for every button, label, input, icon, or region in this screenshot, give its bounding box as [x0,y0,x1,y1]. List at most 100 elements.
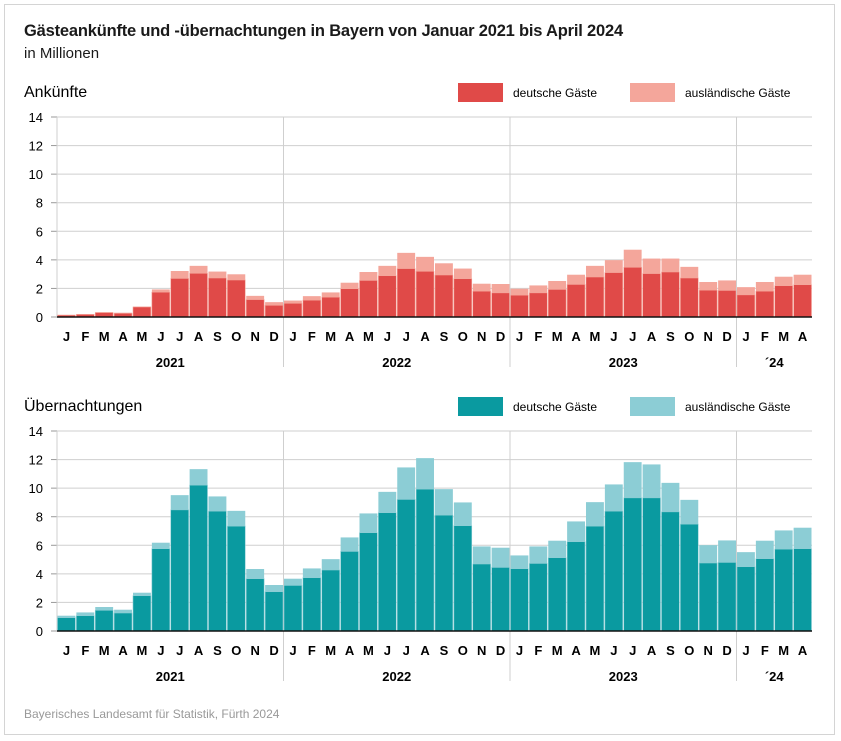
bar-auslaendische-gaeste [737,552,755,567]
month-label: J [157,643,164,658]
bar-auslaendische-gaeste [359,272,378,281]
bar-deutsche-gaeste [491,292,510,318]
bar-deutsche-gaeste [680,523,699,632]
bar-auslaendische-gaeste [227,510,246,527]
bar-deutsche-gaeste [510,568,529,632]
bar-auslaendische-gaeste [435,263,453,275]
bar-auslaendische-gaeste [586,265,604,277]
month-label: O [231,329,241,344]
year-label: ´24 [765,355,785,370]
bar-deutsche-gaeste [642,273,661,318]
month-label: J [516,643,523,658]
bar-deutsche-gaeste [245,299,265,318]
y-tick-label: 0 [36,310,43,325]
bar-deutsche-gaeste [264,304,284,318]
month-label: M [99,643,110,658]
bar-auslaendische-gaeste [774,276,793,286]
bar-auslaendische-gaeste [189,469,208,486]
bar-deutsche-gaeste [547,557,567,632]
bar-deutsche-gaeste [302,299,322,318]
bar-deutsche-gaeste [132,306,152,318]
panel-title: Ankünfte [24,84,87,101]
y-tick-label: 6 [36,538,43,553]
bar-deutsche-gaeste [340,551,359,632]
month-label: F [81,643,89,658]
month-label: M [325,329,336,344]
source-note: Bayerisches Landesamt für Statistik, Für… [24,707,280,721]
month-label: F [534,329,542,344]
month-label: M [552,643,563,658]
bar-auslaendische-gaeste [170,271,189,279]
month-label: N [250,329,259,344]
month-label: M [363,329,374,344]
bar-auslaendische-gaeste [453,502,472,526]
month-label: A [420,643,430,658]
month-label: A [194,643,204,658]
bar-auslaendische-gaeste [76,612,95,616]
month-label: D [722,643,731,658]
month-label: M [99,329,110,344]
bar-deutsche-gaeste [566,284,586,318]
month-label: S [440,643,449,658]
bar-deutsche-gaeste [453,278,473,318]
bar-auslaendische-gaeste [284,578,302,586]
month-label: O [458,329,468,344]
month-label: D [722,329,731,344]
bar-deutsche-gaeste [604,510,624,632]
bar-deutsche-gaeste [76,615,95,632]
bar-deutsche-gaeste [585,525,605,632]
bar-auslaendische-gaeste [755,540,774,559]
month-label: A [194,329,204,344]
year-label: 2021 [156,669,185,684]
bar-auslaendische-gaeste [699,545,718,563]
bar-auslaendische-gaeste [340,282,359,289]
month-label: A [798,643,808,658]
bar-auslaendische-gaeste [189,265,208,274]
bar-auslaendische-gaeste [567,521,585,542]
bar-deutsche-gaeste [321,296,340,318]
chart-title: Gästeankünfte und -übernachtungen in Bay… [24,22,623,40]
bar-deutsche-gaeste [208,277,227,318]
bar-deutsche-gaeste [661,511,680,632]
legend-swatch [458,83,503,102]
bar-auslaendische-gaeste [529,546,548,564]
bar-deutsche-gaeste [755,558,775,632]
bar-deutsche-gaeste [472,563,491,632]
y-tick-label: 0 [36,624,43,639]
bar-deutsche-gaeste [434,274,454,318]
bar-deutsche-gaeste [378,512,397,632]
bar-deutsche-gaeste [717,562,737,632]
bar-auslaendische-gaeste [623,462,642,498]
month-label: N [477,329,486,344]
bar-deutsche-gaeste [680,277,699,318]
bar-auslaendische-gaeste [718,280,736,291]
bar-deutsche-gaeste [529,563,548,632]
month-label: J [176,643,183,658]
bar-auslaendische-gaeste [321,559,340,570]
month-label: J [610,643,617,658]
year-label: ´24 [765,669,785,684]
bar-auslaendische-gaeste [416,458,434,490]
bar-deutsche-gaeste [415,270,435,318]
bar-auslaendische-gaeste [95,607,114,611]
month-label: S [440,329,449,344]
bar-auslaendische-gaeste [718,540,736,563]
month-label: A [798,329,808,344]
bar-auslaendische-gaeste [416,256,434,272]
month-label: O [684,329,694,344]
bar-auslaendische-gaeste [491,547,510,568]
bar-deutsche-gaeste [283,585,303,632]
bar-auslaendische-gaeste [510,555,529,569]
bar-auslaendische-gaeste [151,542,170,549]
year-label: 2022 [382,669,411,684]
bar-auslaendische-gaeste [378,265,397,276]
month-label: D [269,643,278,658]
month-label: O [458,643,468,658]
legend-label: ausländische Gäste [685,400,791,414]
bar-deutsche-gaeste [529,292,548,318]
bar-deutsche-gaeste [151,548,171,632]
bar-auslaendische-gaeste [265,585,283,592]
bar-deutsche-gaeste [396,499,416,632]
chart-frame [4,4,835,735]
